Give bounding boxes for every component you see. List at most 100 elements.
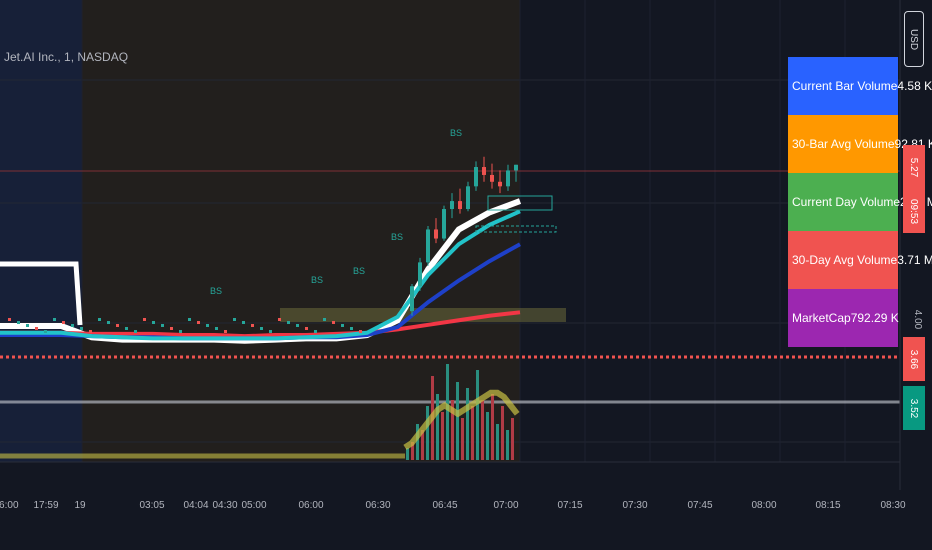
candle-body [482,167,486,175]
signal-label: BS [210,286,222,296]
small-candle [134,330,137,333]
volume-bar [491,394,494,460]
volume-bar [471,406,474,460]
volume-bar [446,364,449,460]
time-tick: 05:00 [241,500,267,511]
small-candle [287,321,290,324]
premarket-session-bg [0,0,82,462]
small-candle [35,327,38,330]
currency-label: USD [908,28,920,50]
price-tag-last: 5.27 [903,145,925,189]
small-candle [224,330,227,333]
small-candle [269,330,272,333]
small-candle [170,327,173,330]
small-candle [206,324,209,327]
symbol-title: Jet.AI Inc., 1, NASDAQ [4,50,129,64]
volume-bar [451,400,454,460]
small-candle [359,330,362,333]
volume-bar [476,370,479,460]
signal-label: BS [391,232,403,242]
series-line-3 [0,209,521,341]
volume-stats-table: Current Bar Volume 4.58 K 30-Bar Avg Vol… [788,57,932,347]
small-candle [89,330,92,333]
stat-row-marketcap: MarketCap 792.29 K [788,289,899,347]
small-candle [332,321,335,324]
price-tag-countdown: 09:53 [903,189,925,233]
small-candle [242,321,245,324]
small-candle [143,318,146,321]
stat-label: Current Day Volume [792,195,901,209]
small-candle [278,318,281,321]
candle-body [458,201,462,210]
volume-bar [511,418,514,460]
time-tick: 04:04 [183,500,209,511]
small-candle [116,324,119,327]
candle-body [426,229,430,263]
small-candle [62,321,65,324]
volume-bar [481,400,484,460]
time-tick: 08:15 [815,500,841,511]
currency-button[interactable]: USD [904,11,924,67]
prior-day-level [0,261,83,326]
small-candle [215,327,218,330]
small-candle [44,330,47,333]
stat-value: 3.71 M [897,253,932,267]
small-candle [350,327,353,330]
volume-bar [436,394,439,460]
signal-label: BS [353,266,365,276]
stat-value: 4.58 K [897,79,932,93]
candle-body [410,286,414,312]
volume-bar [411,442,414,460]
candle-body [434,229,438,239]
small-candle [26,324,29,327]
volume-bar [506,430,509,460]
volume-bar [416,424,419,460]
stat-row-30-bar-avg-volume: 30-Bar Avg Volume 92.81 K [788,115,932,173]
volume-bar [496,424,499,460]
stat-label: 30-Day Avg Volume [792,253,898,267]
time-tick: 06:00 [298,500,324,511]
candle-body [474,167,478,187]
volume-bar [421,430,424,460]
small-candle [179,330,182,333]
small-candle [323,318,326,321]
small-candle [80,327,83,330]
price-axis-label: 4.00 [912,309,924,330]
time-tick: 06:30 [365,500,391,511]
small-candle [125,327,128,330]
candle-body [442,209,446,239]
time-tick: 07:30 [622,500,648,511]
time-axis[interactable]: 16:00 17:59 19 03:05 04:04 04:30 05:00 0… [0,490,932,530]
small-candle [8,318,11,321]
stat-label: MarketCap [792,311,851,325]
volume-bar [466,388,469,460]
volume-bar [406,448,409,460]
time-tick: 19 [74,500,86,511]
time-tick: 07:00 [493,500,519,511]
small-candle [53,318,56,321]
volume-bar [456,382,459,460]
candle-body [450,201,454,210]
candle-body [498,181,502,187]
candle-body [466,186,470,210]
small-candle [17,321,20,324]
small-candle [197,321,200,324]
small-candle [161,324,164,327]
candle-body [418,262,422,287]
small-candle [296,324,299,327]
volume-bar [461,418,464,460]
candle-body [490,174,494,182]
stat-label: Current Bar Volume [792,79,898,93]
time-tick: 03:05 [139,500,165,511]
time-tick: 17:59 [33,500,59,511]
price-tag-high: 3.66 [903,337,925,381]
price-chart[interactable]: BS BS BS BS BS [0,0,932,490]
volume-bar [501,406,504,460]
small-candle [152,321,155,324]
candle-body [514,164,518,171]
time-tick: 08:30 [880,500,906,511]
volume-bar [486,412,489,460]
target-box [487,195,553,211]
time-tick: 07:45 [687,500,713,511]
